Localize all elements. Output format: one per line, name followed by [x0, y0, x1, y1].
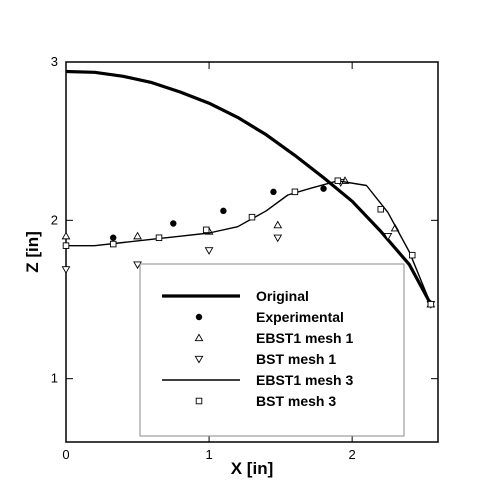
data-point — [202, 226, 210, 234]
plot-frame — [65, 61, 439, 443]
legend-entry: Experimental — [195, 309, 344, 325]
x-tick-label: 0 — [62, 447, 69, 462]
data-point — [204, 247, 214, 255]
data-point — [61, 266, 71, 274]
y-tick-label: 2 — [51, 212, 58, 227]
series-original — [65, 69, 433, 306]
data-point — [248, 213, 256, 221]
data-point — [334, 177, 342, 184]
x-tick-label: 1 — [205, 447, 212, 462]
data-point — [427, 301, 435, 308]
legend-swatch — [195, 313, 203, 321]
data-point — [155, 234, 163, 241]
data-point — [109, 240, 117, 248]
legend-entry: EBST1 mesh 1 — [194, 330, 353, 346]
legend-label: BST mesh 1 — [256, 351, 336, 367]
legend-label: EBST1 mesh 3 — [256, 372, 353, 388]
series-line — [66, 180, 432, 305]
legend-swatch — [194, 333, 204, 342]
data-point — [133, 231, 142, 240]
data-point — [270, 188, 277, 196]
data-point — [291, 188, 299, 196]
data-point — [273, 220, 283, 229]
data-point — [61, 231, 71, 240]
legend-entry: BST mesh 3 — [195, 393, 336, 409]
legend-label: Experimental — [256, 309, 344, 325]
legend-swatch — [194, 355, 204, 364]
legend-entry: EBST1 mesh 3 — [162, 372, 353, 388]
data-point — [62, 242, 70, 249]
axis-ticks: 0 1 2 1 2 3 — [51, 54, 438, 462]
y-tick-label: 3 — [51, 54, 58, 69]
legend-label: Original — [256, 288, 309, 304]
y-tick-label: 1 — [51, 371, 58, 386]
y-axis-title: Z [in] — [23, 231, 42, 273]
legend-label: EBST1 mesh 1 — [256, 330, 353, 346]
data-point — [320, 185, 327, 192]
legend-swatch — [195, 397, 203, 405]
x-axis-title: X [in] — [231, 459, 274, 478]
series-layer — [61, 69, 436, 309]
series-bst-mesh-3 — [62, 177, 435, 308]
legend-entry: Original — [162, 288, 309, 304]
data-point — [110, 234, 117, 241]
legend-entry: BST mesh 1 — [194, 351, 336, 367]
data-point — [133, 261, 142, 270]
legend-box — [139, 263, 405, 437]
series-ebst1-mesh-3 — [66, 180, 432, 305]
data-point — [170, 220, 177, 227]
legend: Original Experimental EBST1 mesh 1 BST mesh… — [139, 263, 405, 437]
data-point — [273, 234, 283, 243]
data-point — [408, 251, 416, 259]
series-line — [65, 69, 433, 306]
data-point — [383, 233, 393, 241]
legend-label: BST mesh 3 — [256, 393, 336, 409]
x-tick-label: 2 — [349, 447, 356, 462]
data-point — [377, 205, 385, 213]
data-point — [220, 207, 227, 215]
